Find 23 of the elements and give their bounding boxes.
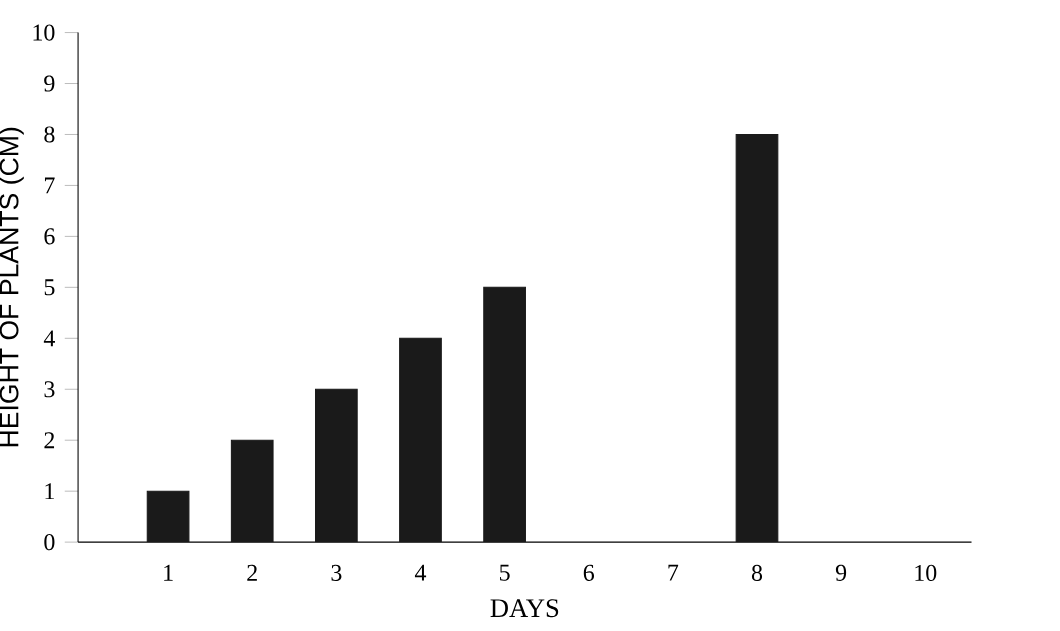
y-tick-label: 1 — [45, 483, 54, 500]
y-tick-label: 5 — [44, 279, 55, 296]
x-tick-label: 2 — [247, 564, 257, 581]
y-tick-label: 8 — [44, 126, 55, 143]
y-tick-label: 10 — [33, 24, 55, 41]
x-tick-label: 10 — [915, 564, 937, 582]
y-tick-label: 7 — [44, 177, 55, 194]
x-tick-label: 9 — [835, 564, 847, 582]
x-tick-label: 4 — [414, 564, 427, 581]
y-tick-label: 9 — [44, 75, 55, 92]
x-tick-label: 7 — [668, 564, 679, 581]
y-tick-label: 3 — [44, 381, 55, 398]
x-tick-label: 5 — [500, 564, 510, 581]
y-tick-label: 0 — [44, 534, 55, 551]
y-tick-label: 6 — [44, 228, 55, 245]
x-tick-label: 1 — [164, 564, 173, 581]
x-axis-title: DAYS — [490, 599, 559, 618]
y-tick-label: 2 — [44, 432, 55, 449]
y-tick-label: 4 — [43, 330, 55, 347]
x-tick-label: 8 — [751, 564, 763, 582]
y-axis-title: HEIGHT OF PLANTS (CM) — [0, 127, 24, 447]
x-tick-label: 6 — [583, 564, 595, 582]
x-tick-label: 3 — [331, 564, 342, 582]
